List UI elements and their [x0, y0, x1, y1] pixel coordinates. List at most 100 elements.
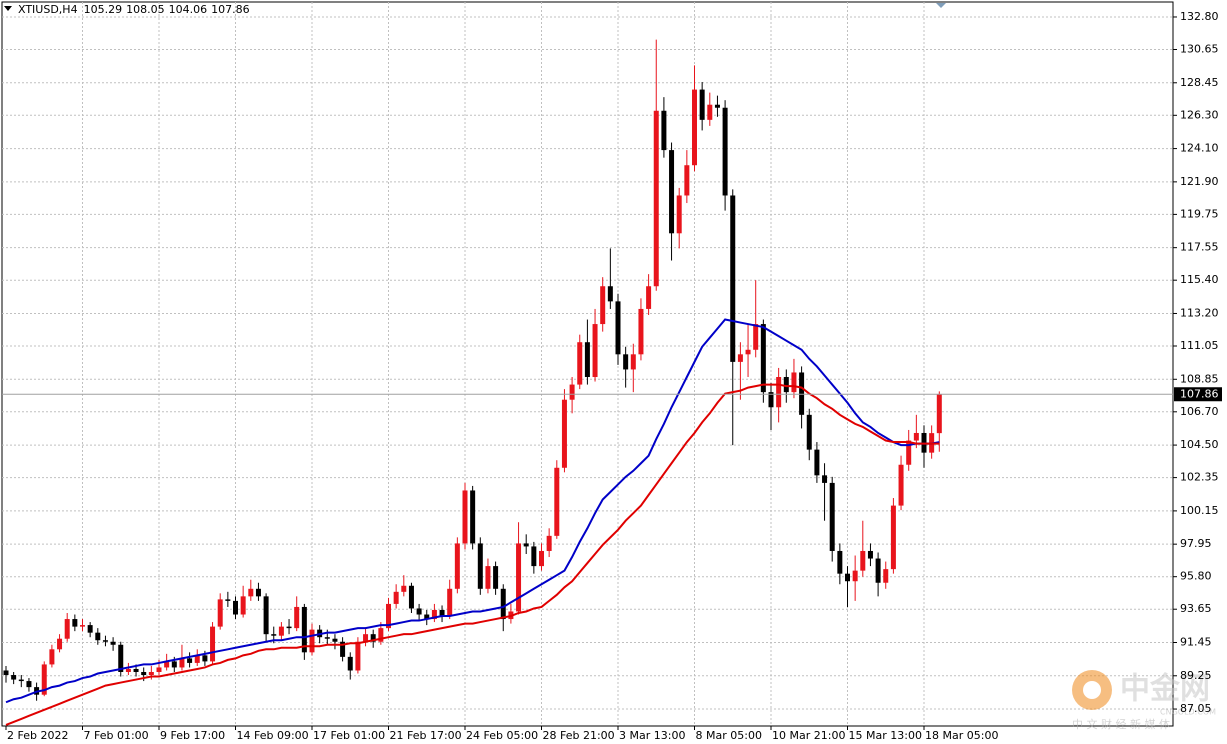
candle-body — [462, 490, 468, 544]
candle-body — [600, 286, 606, 325]
candle-body — [64, 619, 70, 639]
candle-body — [72, 619, 78, 627]
candle-body — [692, 89, 697, 166]
shift-marker — [936, 3, 946, 8]
candle-body — [684, 165, 690, 196]
x-tick-label: 7 Feb 01:00 — [84, 729, 149, 742]
candle-body — [179, 658, 185, 668]
candle-body — [49, 649, 55, 665]
candle-body — [623, 354, 629, 370]
candle-body — [378, 628, 384, 642]
symbol: XTIUSD,H4 — [18, 3, 78, 16]
x-tick-label: 24 Feb 05:00 — [466, 729, 538, 742]
candle-body — [829, 482, 835, 551]
candle-body — [347, 656, 353, 671]
candle-body — [546, 535, 552, 551]
candle-body — [393, 591, 399, 604]
price-label-bg — [1174, 387, 1222, 402]
candle-body — [737, 354, 743, 362]
candle-body — [225, 599, 231, 601]
candle-body — [102, 640, 108, 642]
y-tick-label: 115.40 — [1180, 273, 1219, 286]
low: 104.06 — [169, 3, 208, 16]
candle-body — [783, 377, 789, 393]
candle-body — [898, 464, 904, 506]
candle-body — [745, 349, 751, 355]
candle-body — [669, 150, 675, 234]
candle-body — [386, 603, 391, 629]
candle-body — [814, 449, 820, 476]
candle-body — [363, 634, 369, 642]
candle-body — [408, 585, 414, 609]
candle-body — [822, 475, 828, 483]
candle-body — [148, 671, 154, 676]
candle-body — [18, 679, 24, 682]
candle-body — [248, 588, 254, 597]
candle-body — [852, 570, 858, 582]
y-tick-label: 87.05 — [1180, 702, 1212, 715]
y-tick-label: 124.10 — [1180, 142, 1219, 155]
candle-body — [776, 377, 782, 408]
candle-body — [80, 625, 85, 627]
y-tick-label: 97.95 — [1180, 537, 1212, 550]
x-tick-label: 15 Mar 13:00 — [849, 729, 922, 742]
candle-body — [699, 89, 705, 120]
candle-body — [500, 588, 506, 620]
watermark-name: 中金网 — [1120, 672, 1210, 707]
x-tick-label: 2 Feb 2022 — [7, 729, 68, 742]
candle-body — [584, 342, 590, 378]
candle-body — [424, 614, 430, 620]
candle-body — [133, 668, 139, 672]
candle-body — [477, 543, 483, 589]
y-tick-label: 95.80 — [1180, 570, 1212, 583]
high: 108.05 — [126, 3, 165, 16]
candle-body — [806, 414, 812, 450]
plot — [2, 39, 1173, 726]
candle-body — [837, 550, 843, 574]
moving-average — [5, 383, 940, 726]
candle-body — [141, 671, 147, 676]
candle-body — [286, 626, 292, 629]
candle-body — [324, 637, 330, 639]
y-tick-label: 117.55 — [1180, 241, 1219, 254]
candle-body — [217, 599, 223, 627]
candle-body — [607, 286, 613, 302]
candle-body — [913, 432, 919, 441]
y-tick-label: 132.80 — [1180, 10, 1219, 23]
candle-body — [753, 324, 759, 350]
y-tick-label: 121.90 — [1180, 175, 1219, 188]
candle-body — [41, 664, 47, 695]
candle-body — [194, 655, 200, 663]
candle-body — [592, 324, 598, 378]
candle-body — [722, 107, 728, 196]
y-tick-label: 108.85 — [1180, 372, 1219, 385]
candle-body — [615, 301, 621, 355]
candle-body — [118, 644, 124, 672]
candle-body — [233, 600, 238, 615]
candle-body — [240, 596, 246, 615]
candle-body — [255, 588, 261, 597]
candle-body — [485, 566, 491, 589]
candle-body — [653, 110, 659, 287]
candle-body — [210, 626, 216, 662]
price-label: 107.86 — [1180, 387, 1219, 400]
x-tick-label: 3 Mar 13:00 — [619, 729, 685, 742]
candle-body — [401, 585, 407, 592]
x-tick-label: 8 Mar 05:00 — [696, 729, 762, 742]
candle-body — [661, 110, 667, 151]
candle-body — [561, 399, 567, 468]
candle-body — [202, 655, 208, 662]
candle-body — [454, 543, 460, 589]
candle-body — [439, 609, 445, 617]
chart-header: XTIUSD,H4 105.29 108.05 104.06 107.86 — [18, 3, 250, 16]
candle-body — [516, 543, 522, 612]
candle-body — [890, 505, 896, 570]
candle-body — [539, 550, 544, 567]
candle-body — [95, 632, 101, 641]
candle-body — [26, 681, 32, 688]
y-tick-label: 100.15 — [1180, 504, 1219, 517]
candle-body — [110, 641, 116, 645]
candle-body — [799, 372, 805, 415]
candle-body — [156, 667, 162, 672]
